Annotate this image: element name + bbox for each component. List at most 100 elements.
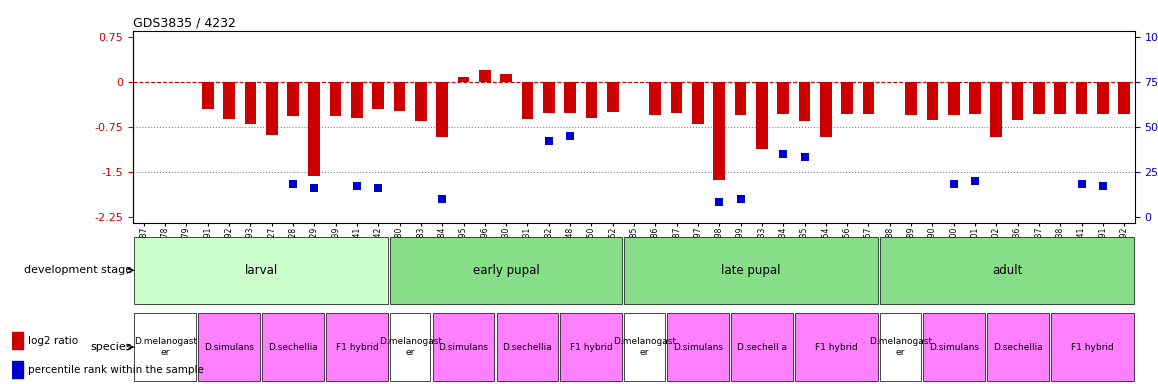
Point <box>347 183 366 189</box>
Bar <box>607 82 618 112</box>
Bar <box>415 82 427 121</box>
Text: F1 hybrid: F1 hybrid <box>336 343 379 352</box>
FancyBboxPatch shape <box>667 313 728 381</box>
Text: D.melanogast
er: D.melanogast er <box>133 338 197 357</box>
Bar <box>948 82 960 115</box>
Point <box>305 185 323 191</box>
FancyBboxPatch shape <box>390 313 431 381</box>
FancyBboxPatch shape <box>198 313 261 381</box>
FancyBboxPatch shape <box>880 237 1134 304</box>
Bar <box>670 82 682 113</box>
Bar <box>12 332 23 349</box>
Text: F1 hybrid: F1 hybrid <box>815 343 858 352</box>
Bar <box>990 82 1002 137</box>
FancyBboxPatch shape <box>433 313 494 381</box>
Point <box>732 196 750 202</box>
Point <box>540 138 558 144</box>
Bar <box>223 82 235 119</box>
FancyBboxPatch shape <box>134 313 196 381</box>
Text: D.simulans: D.simulans <box>929 343 979 352</box>
Bar <box>244 82 256 124</box>
Bar <box>201 82 213 109</box>
Point <box>966 178 984 184</box>
Bar <box>564 82 576 113</box>
Bar <box>734 82 747 115</box>
FancyBboxPatch shape <box>327 313 388 381</box>
Text: GDS3835 / 4232: GDS3835 / 4232 <box>133 17 236 30</box>
Bar <box>1055 82 1067 114</box>
Bar <box>457 77 469 82</box>
FancyBboxPatch shape <box>923 313 984 381</box>
Text: F1 hybrid: F1 hybrid <box>570 343 613 352</box>
Bar <box>521 82 534 119</box>
Bar <box>437 82 448 137</box>
Bar <box>906 82 917 115</box>
Bar <box>926 82 938 119</box>
Bar <box>330 82 342 116</box>
Point <box>796 154 814 161</box>
Text: adult: adult <box>991 264 1023 277</box>
FancyBboxPatch shape <box>987 313 1048 381</box>
FancyBboxPatch shape <box>624 237 878 304</box>
Bar <box>1097 82 1108 114</box>
Text: D.sechellia: D.sechellia <box>503 343 552 352</box>
FancyBboxPatch shape <box>1050 313 1134 381</box>
Bar <box>586 82 598 118</box>
Text: F1 hybrid: F1 hybrid <box>1071 343 1114 352</box>
Bar <box>1012 82 1024 119</box>
Bar <box>692 82 704 124</box>
Text: D.melanogast
er: D.melanogast er <box>868 338 932 357</box>
Text: development stage: development stage <box>24 265 132 275</box>
FancyBboxPatch shape <box>390 237 622 304</box>
Bar <box>479 70 491 82</box>
Point <box>433 196 452 202</box>
Bar <box>863 82 874 114</box>
Bar <box>713 82 725 180</box>
Bar <box>373 82 384 109</box>
Text: species: species <box>90 342 132 352</box>
Bar <box>969 82 981 114</box>
FancyBboxPatch shape <box>134 237 388 304</box>
Text: D.sechell a: D.sechell a <box>736 343 787 352</box>
Bar <box>12 361 23 378</box>
Point <box>1072 181 1091 187</box>
Point <box>560 132 579 139</box>
Bar <box>650 82 661 115</box>
Text: D.simulans: D.simulans <box>204 343 254 352</box>
Bar <box>266 82 278 134</box>
Bar <box>1033 82 1045 114</box>
Text: D.melanogast
er: D.melanogast er <box>379 338 441 357</box>
FancyBboxPatch shape <box>731 313 793 381</box>
Text: D.simulans: D.simulans <box>439 343 489 352</box>
Text: D.simulans: D.simulans <box>673 343 723 352</box>
FancyBboxPatch shape <box>560 313 622 381</box>
Point <box>369 185 388 191</box>
Point <box>945 181 963 187</box>
Bar <box>756 82 768 149</box>
Bar <box>777 82 789 114</box>
Text: D.sechellia: D.sechellia <box>992 343 1042 352</box>
Bar <box>841 82 853 114</box>
Text: log2 ratio: log2 ratio <box>28 336 79 346</box>
Bar <box>308 82 320 176</box>
Text: D.sechellia: D.sechellia <box>269 343 318 352</box>
Point <box>284 181 302 187</box>
Text: D.melanogast
er: D.melanogast er <box>614 338 676 357</box>
Point <box>774 151 792 157</box>
Point <box>1093 183 1112 189</box>
Bar <box>351 82 362 118</box>
FancyBboxPatch shape <box>794 313 878 381</box>
Text: larval: larval <box>244 264 278 277</box>
FancyBboxPatch shape <box>497 313 558 381</box>
FancyBboxPatch shape <box>624 313 665 381</box>
FancyBboxPatch shape <box>262 313 324 381</box>
Bar <box>287 82 299 116</box>
Text: early pupal: early pupal <box>472 264 540 277</box>
Bar <box>1076 82 1087 114</box>
Text: late pupal: late pupal <box>721 264 780 277</box>
Bar <box>799 82 811 121</box>
Bar <box>543 82 555 113</box>
Bar <box>394 82 405 111</box>
Text: percentile rank within the sample: percentile rank within the sample <box>28 364 204 375</box>
Bar <box>820 82 831 137</box>
